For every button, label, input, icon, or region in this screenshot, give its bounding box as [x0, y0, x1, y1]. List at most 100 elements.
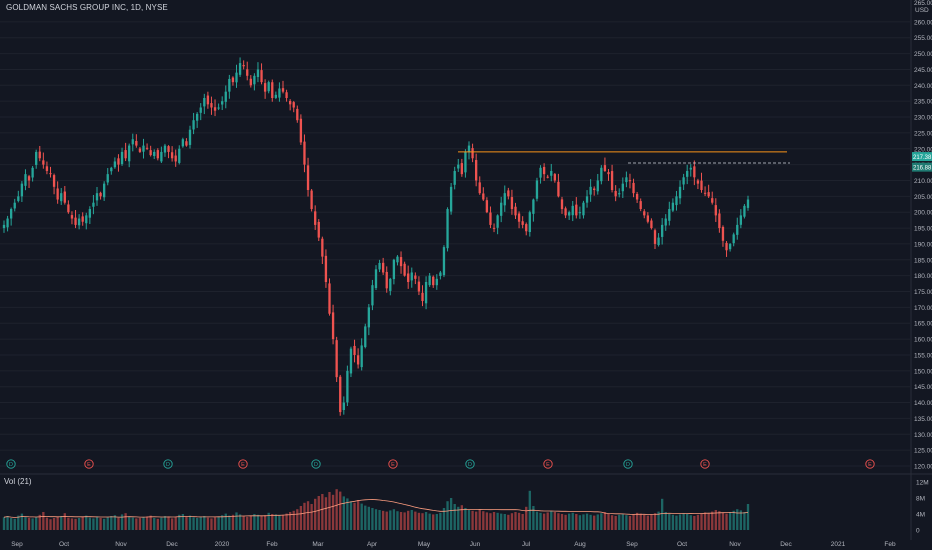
candle-body — [510, 197, 514, 210]
volume-bar — [35, 517, 38, 530]
candle-body — [485, 200, 489, 213]
candle-body — [678, 186, 682, 199]
price-tick-label: 120.00 — [914, 464, 932, 471]
candle-body — [310, 190, 313, 210]
dividend-marker[interactable] — [623, 459, 633, 469]
candle-body — [163, 145, 167, 153]
candle-body — [49, 173, 52, 175]
price-tick-label: 260.00 — [914, 19, 932, 26]
dividend-marker[interactable] — [465, 459, 475, 469]
volume-bar — [45, 517, 49, 530]
candle-body — [693, 166, 696, 178]
secondary-price-badge — [912, 162, 932, 172]
candle-body — [739, 215, 743, 225]
earnings-marker[interactable] — [700, 459, 710, 469]
price-tick-label: 140.00 — [914, 400, 932, 407]
volume-bar — [63, 513, 66, 530]
volume-tick-label: 0 — [916, 528, 920, 535]
volume-bar — [163, 516, 167, 530]
volume-bar — [188, 515, 192, 530]
candle-body — [256, 69, 260, 78]
candle-body — [639, 201, 642, 210]
volume-bar — [471, 510, 474, 530]
price-tick-label: 175.00 — [914, 289, 932, 296]
earnings-marker-label: E — [546, 462, 550, 468]
volume-bar — [514, 512, 517, 530]
earnings-marker[interactable] — [388, 459, 398, 469]
volume-bar — [260, 516, 263, 530]
candle-body — [374, 269, 378, 289]
volume-bar — [206, 517, 210, 530]
candle-body — [743, 205, 746, 217]
candle-body — [360, 345, 363, 368]
earnings-marker[interactable] — [238, 459, 248, 469]
volume-bar — [521, 514, 524, 530]
volume-bar — [457, 506, 460, 530]
candle-body — [625, 177, 628, 183]
volume-bar — [532, 506, 535, 530]
candle-body — [700, 180, 703, 190]
volume-bar — [278, 515, 281, 530]
earnings-marker[interactable] — [865, 459, 875, 469]
price-top-label: 265.00 — [914, 0, 932, 7]
candle-body — [424, 282, 428, 304]
volume-bar — [632, 514, 635, 530]
dividend-marker[interactable] — [163, 459, 173, 469]
candle-body — [92, 202, 95, 207]
volume-bar — [339, 491, 342, 530]
time-tick-label: Sep — [11, 541, 23, 548]
dividend-marker[interactable] — [311, 459, 321, 469]
candle-body — [657, 237, 660, 246]
volume-bar — [542, 513, 546, 530]
candle-body — [160, 151, 163, 162]
volume-bar — [210, 518, 213, 530]
candle-body — [321, 238, 324, 257]
volume-bar — [314, 498, 317, 530]
price-tick-label: 145.00 — [914, 384, 932, 391]
volume-bar — [102, 518, 106, 530]
dividend-marker-label: D — [468, 462, 472, 468]
volume-bar — [646, 515, 650, 530]
candle-body — [407, 273, 410, 282]
candle-body — [703, 192, 707, 194]
volume-bar — [671, 514, 675, 530]
candle-body — [253, 75, 256, 85]
volume-bar — [610, 515, 614, 530]
candle-body — [474, 160, 478, 181]
volume-bar — [17, 515, 20, 530]
earnings-marker[interactable] — [543, 459, 553, 469]
candle-body — [192, 120, 195, 130]
price-tick-label: 230.00 — [914, 115, 932, 122]
volume-bar — [246, 516, 249, 530]
earnings-marker-label: E — [868, 462, 872, 468]
candle-body — [95, 193, 99, 201]
candle-body — [525, 224, 528, 232]
dividend-marker[interactable] — [6, 459, 16, 469]
volume-bar — [56, 516, 59, 530]
candle-body — [70, 215, 74, 219]
volume-bar — [13, 518, 16, 530]
candle-body — [288, 100, 292, 105]
volume-bar — [686, 514, 689, 530]
volume-bar — [600, 513, 603, 530]
candle-body — [600, 167, 603, 182]
candle-body — [213, 107, 217, 111]
earnings-marker-label: E — [241, 462, 245, 468]
candle-body — [464, 151, 467, 173]
volume-bar — [371, 508, 374, 530]
candle-body — [371, 285, 374, 306]
volume-bar — [496, 512, 499, 530]
earnings-marker[interactable] — [84, 459, 94, 469]
volume-bar — [582, 514, 585, 530]
price-tick-label: 205.00 — [914, 194, 932, 201]
volume-bar — [288, 512, 292, 530]
candle-body — [113, 161, 117, 168]
volume-bar — [728, 512, 732, 530]
candle-body — [281, 88, 285, 92]
candle-body — [106, 174, 109, 183]
volume-bar — [24, 516, 27, 530]
candle-body — [736, 224, 739, 235]
candle-body — [88, 209, 92, 218]
candle-body — [317, 221, 320, 238]
